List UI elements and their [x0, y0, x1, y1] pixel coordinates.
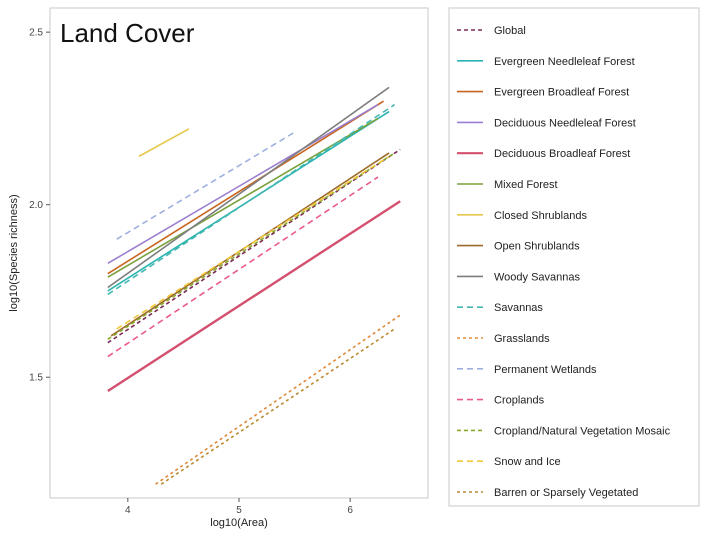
- series-line-savannas: [107, 103, 396, 296]
- x-tick-label: 6: [347, 505, 353, 516]
- series-layer: [107, 86, 401, 485]
- legend-label-open-shrublands: Open Shrublands: [494, 241, 580, 253]
- x-axis-title: log10(Area): [210, 517, 267, 529]
- y-tick-label: 2.0: [29, 200, 43, 211]
- legend: [448, 7, 700, 507]
- series-line-evergreen-needleleaf-forest: [107, 110, 390, 292]
- y-tick-label: 1.5: [29, 373, 43, 384]
- legend-label-deciduous-needleleaf-forest: Deciduous Needleleaf Forest: [494, 117, 636, 129]
- legend-label-mixed-forest: Mixed Forest: [494, 179, 558, 191]
- legend-label-permanent-wetlands: Permanent Wetlands: [494, 364, 597, 376]
- legend-label-snow-and-ice: Snow and Ice: [494, 456, 561, 468]
- series-line-cropland-natural-vegetation-mosaic: [107, 152, 396, 340]
- legend-label-cropland-natural-vegetation-mosaic: Cropland/Natural Vegetation Mosaic: [494, 425, 671, 437]
- series-line-evergreen-broadleaf-forest: [107, 100, 384, 275]
- x-tick-label: 5: [236, 505, 242, 516]
- series-line-deciduous-broadleaf-forest: [107, 200, 401, 393]
- x-axis: 4 5 6: [125, 498, 353, 516]
- legend-label-global: Global: [494, 25, 526, 37]
- series-line-woody-savannas: [107, 86, 390, 289]
- series-line-snow-and-ice: [116, 155, 390, 330]
- legend-label-croplands: Croplands: [494, 395, 545, 407]
- y-axis-title: log10(Species richness): [8, 194, 20, 311]
- series-line-permanent-wetlands: [116, 131, 296, 240]
- legend-label-grasslands: Grasslands: [494, 333, 550, 345]
- legend-entries: Global Evergreen Needleleaf Forest Evergre…: [457, 25, 671, 499]
- x-tick-label: 4: [125, 505, 131, 516]
- legend-label-closed-shrublands: Closed Shrublands: [494, 210, 587, 222]
- y-tick-label: 2.5: [29, 28, 43, 39]
- legend-label-savannas: Savannas: [494, 302, 543, 314]
- series-line-deciduous-needleleaf-forest: [107, 103, 379, 265]
- legend-label-evergreen-needleleaf-forest: Evergreen Needleleaf Forest: [494, 56, 635, 68]
- series-line-barren-or-sparsely-vegetated: [160, 328, 396, 485]
- legend-label-deciduous-broadleaf-forest: Deciduous Broadleaf Forest: [494, 148, 630, 160]
- legend-label-evergreen-broadleaf-forest: Evergreen Broadleaf Forest: [494, 87, 629, 99]
- series-line-open-shrublands: [110, 152, 390, 337]
- plot-panel: [49, 7, 429, 499]
- chart-title: Land Cover: [60, 18, 195, 48]
- y-axis: 1.5 2.0 2.5: [29, 28, 50, 384]
- legend-label-woody-savannas: Woody Savannas: [494, 271, 581, 283]
- series-line-croplands: [107, 176, 379, 358]
- series-line-closed-shrublands: [138, 128, 190, 158]
- legend-label-barren-or-sparsely-vegetated: Barren or Sparsely Vegetated: [494, 487, 638, 499]
- series-line-global: [107, 148, 401, 344]
- series-line-grasslands: [155, 314, 401, 485]
